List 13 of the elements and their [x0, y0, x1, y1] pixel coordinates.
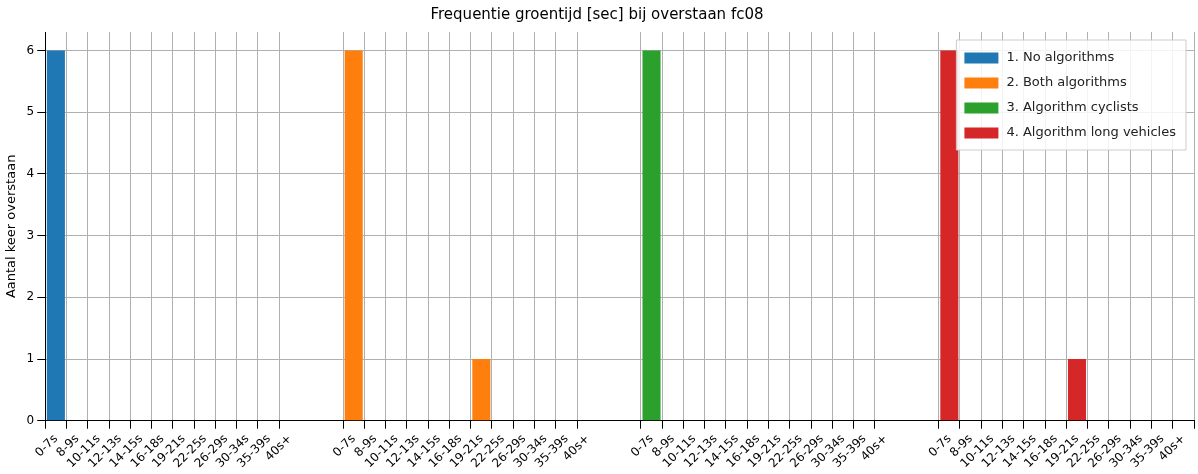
- legend-label: 4. Algorithm long vehicles: [1006, 123, 1177, 139]
- y-axis-title: Aantal keer overstaan: [3, 154, 19, 299]
- legend-label: 2. Both algorithms: [1006, 73, 1128, 89]
- legend-label: 1. No algorithms: [1006, 48, 1115, 64]
- y-tick-label: 2: [26, 289, 35, 304]
- y-tick-label: 3: [26, 227, 35, 242]
- y-tick-label: 4: [26, 166, 35, 181]
- y-tick-label: 0: [26, 412, 35, 427]
- y-tick-label: 6: [26, 42, 35, 57]
- legend-label: 3. Algorithm cyclists: [1006, 98, 1139, 114]
- y-tick-label: 1: [26, 351, 35, 366]
- chart-title: Frequentie groentijd [sec] bij overstaan fc08: [430, 4, 764, 23]
- y-tick-label: 5: [26, 104, 35, 119]
